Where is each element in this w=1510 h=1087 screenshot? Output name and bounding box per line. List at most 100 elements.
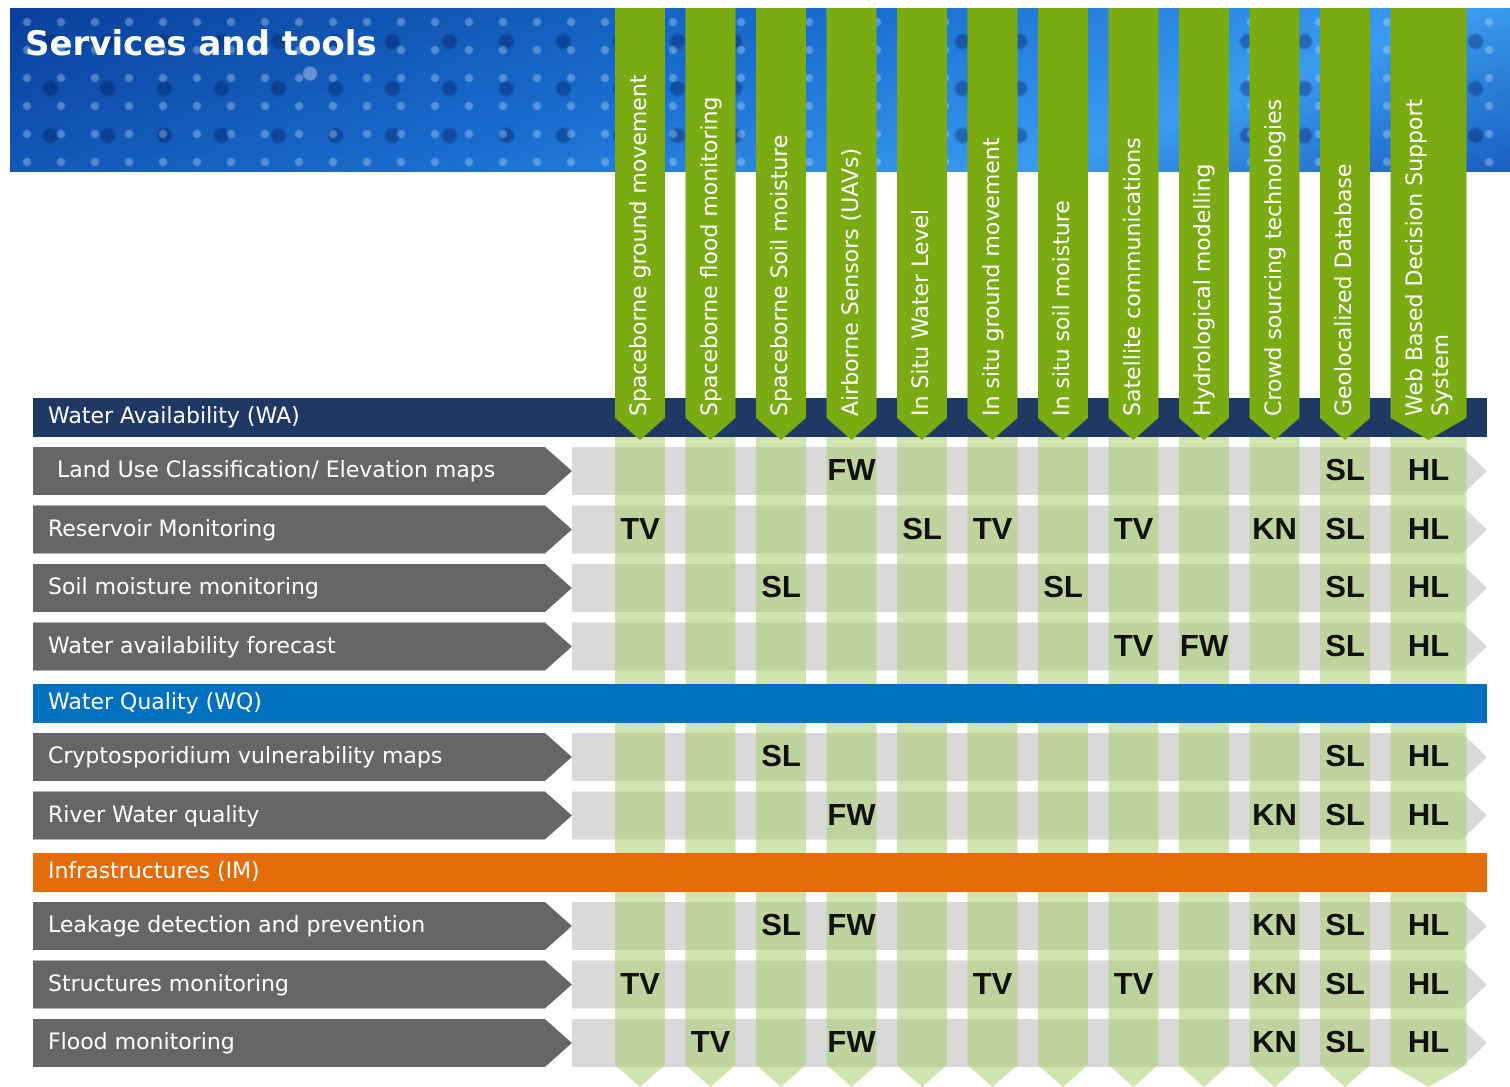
row-label: Reservoir Monitoring (48, 516, 277, 542)
column-banner (897, 8, 947, 440)
column-body (967, 420, 1018, 1087)
cell-code: FW (1179, 627, 1229, 663)
column-label: In situ soil moisture (1050, 200, 1075, 416)
column-label: Crowd sourcing technologies (1261, 98, 1287, 416)
column-body (1038, 420, 1088, 1087)
column-body (756, 420, 806, 1087)
cell-code: SL (1325, 510, 1365, 546)
cell-code: FW (827, 907, 876, 942)
column-banner (1179, 8, 1229, 440)
column-body (685, 420, 736, 1087)
column-body (1249, 420, 1300, 1087)
row-label: Leakage detection and prevention (48, 913, 426, 938)
cell-code: TV (690, 1024, 731, 1059)
cell-code: TV (620, 510, 660, 546)
section-title: Water Availability (WA) (48, 404, 300, 429)
section-bar (33, 684, 1487, 723)
column-body (897, 420, 947, 1087)
cell-code: TV (1113, 965, 1154, 1001)
cell-code: FW (827, 796, 876, 832)
column-banner (826, 8, 877, 440)
cell-code: SL (1043, 569, 1083, 604)
cell-code: HL (1407, 907, 1450, 942)
cell-code: HL (1407, 1024, 1450, 1059)
cell-code: KN (1252, 965, 1297, 1001)
row-label: Soil moisture monitoring (48, 575, 319, 600)
cell-code: KN (1252, 1024, 1297, 1059)
cell-code: FW (827, 1024, 876, 1059)
row-arrow (33, 505, 572, 554)
cell-code: HL (1407, 452, 1450, 487)
column-label: Spaceborne flood monitoring (697, 96, 723, 416)
row-arrow (33, 564, 572, 612)
column-body (1390, 420, 1467, 1087)
column-banner (1249, 8, 1300, 440)
column-body (1320, 420, 1370, 1087)
row-label: Structures monitoring (48, 971, 289, 997)
cell-code: TV (972, 510, 1013, 546)
title: Services and tools (25, 24, 377, 64)
cell-code: SL (761, 738, 801, 773)
column-label: Geolocalized Database (1332, 163, 1357, 416)
column-label: Satellite communications (1120, 137, 1146, 416)
section-title: Water Quality (WQ) (48, 690, 262, 715)
column-label: Spaceborne ground movement (627, 74, 652, 416)
row-arrow (33, 791, 572, 840)
row-label: Water availability forecast (48, 633, 336, 659)
row-arrow (33, 902, 572, 950)
row-arrow (33, 733, 572, 781)
column-banner (1320, 8, 1370, 440)
section-bar (33, 853, 1487, 892)
column-banner (685, 8, 736, 440)
cell-code: KN (1252, 510, 1297, 546)
column-body (1179, 420, 1229, 1087)
cell-code: KN (1252, 907, 1297, 942)
row-arrow (33, 960, 572, 1009)
row-arrow (33, 1019, 572, 1067)
cell-code: TV (620, 965, 660, 1001)
column-banner (1038, 8, 1088, 440)
cell-code: HL (1407, 738, 1450, 773)
column-label: In Situ Water Level (909, 208, 934, 416)
cell-code: SL (1325, 1024, 1365, 1059)
cell-code: SL (1325, 569, 1365, 604)
column-banner (1108, 8, 1159, 440)
column-body (826, 420, 877, 1087)
column-label: Airborne Sensors (UAVs) (838, 147, 864, 416)
cell-code: TV (1113, 627, 1154, 663)
cell-code: HL (1407, 965, 1450, 1001)
cell-code: SL (902, 510, 942, 546)
column-banner (615, 8, 665, 440)
section-title: Infrastructures (IM) (48, 859, 260, 884)
cell-code: SL (1325, 796, 1365, 832)
column-banner (756, 8, 806, 440)
row-label: Cryptosporidium vulnerability maps (48, 744, 443, 769)
cell-code: HL (1407, 627, 1450, 663)
cell-code: SL (761, 569, 801, 604)
column-banner (967, 8, 1018, 440)
column-label: Hydrological modelling (1191, 163, 1216, 416)
cell-code: SL (1325, 452, 1365, 487)
cell-code: TV (972, 965, 1013, 1001)
row-arrow (33, 622, 572, 671)
column-body (615, 420, 665, 1087)
cell-code: HL (1407, 510, 1450, 546)
cell-code: KN (1252, 796, 1297, 832)
column-banner (1390, 8, 1467, 440)
cell-code: SL (1325, 627, 1365, 663)
column-label: Web Based Decision Support System (1402, 98, 1454, 416)
column-label: Spaceborne Soil moisture (768, 134, 793, 416)
row-label: Land Use Classification/ Elevation maps (57, 458, 496, 483)
cell-code: SL (1325, 907, 1365, 942)
column-body (1108, 420, 1159, 1087)
cell-code: HL (1407, 796, 1450, 832)
cell-code: SL (761, 907, 801, 942)
cell-code: TV (1113, 510, 1154, 546)
row-arrow (33, 447, 572, 495)
row-label: Flood monitoring (48, 1030, 235, 1055)
column-label: In situ ground movement (979, 137, 1005, 416)
cell-code: SL (1325, 738, 1365, 773)
cell-code: FW (827, 452, 876, 487)
